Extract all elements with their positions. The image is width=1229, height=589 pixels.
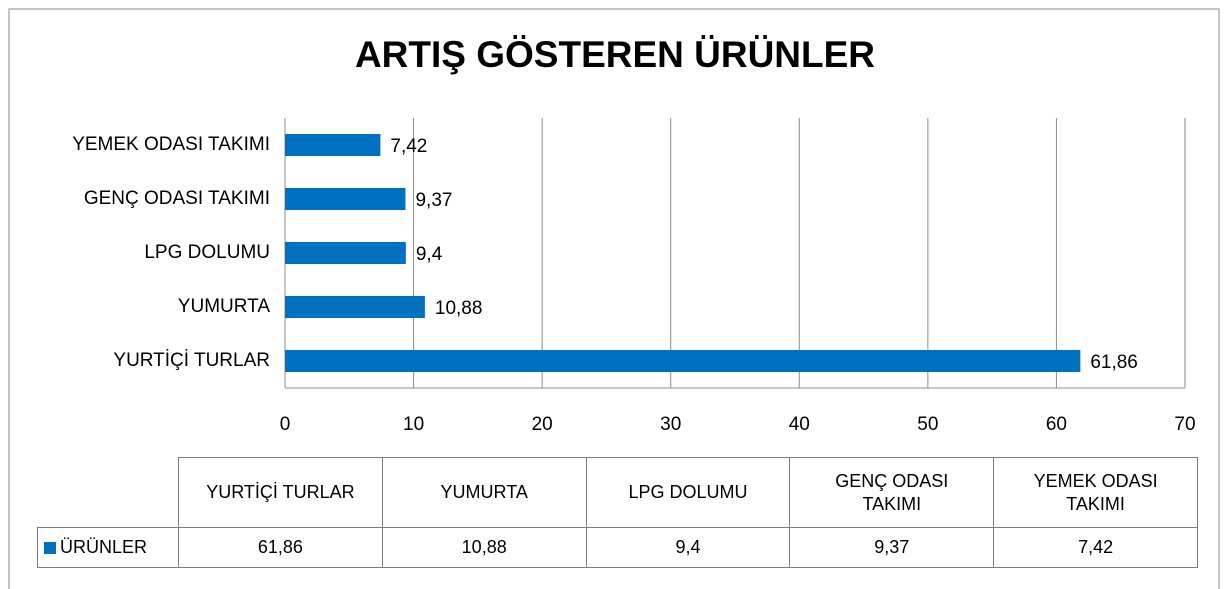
table-header: LPG DOLUMU — [585, 457, 791, 528]
table-value: 9,37 — [789, 527, 995, 568]
table-value: 10,88 — [381, 527, 587, 568]
table-header: YEMEK ODASI TAKIMI — [993, 457, 1198, 528]
data-label: 9,37 — [415, 190, 452, 211]
y-tick-label: YEMEK ODASI TAKIMI — [72, 134, 270, 155]
chart-border — [8, 8, 1220, 589]
legend-label: ÜRÜNLER — [60, 537, 148, 558]
table-header: YURTİÇİ TURLAR — [178, 457, 383, 528]
data-label: 10,88 — [435, 298, 483, 319]
chart-title: ARTIŞ GÖSTEREN ÜRÜNLER — [355, 34, 875, 75]
x-tick-label: 60 — [1046, 414, 1067, 435]
x-tick-label: 30 — [660, 414, 681, 435]
table-value: 9,4 — [585, 527, 791, 568]
data-label: 9,4 — [416, 244, 443, 265]
x-tick-label: 50 — [917, 414, 938, 435]
bar — [285, 188, 406, 210]
table-legend-cell: ÜRÜNLER — [37, 527, 179, 568]
bar — [285, 134, 381, 156]
y-tick-label: LPG DOLUMU — [144, 242, 270, 263]
x-tick-label: 10 — [403, 414, 424, 435]
x-tick-label: 70 — [1174, 414, 1195, 435]
y-tick-label: YUMURTA — [178, 296, 271, 317]
table-value: 7,42 — [993, 527, 1198, 568]
data-label: 61,86 — [1090, 352, 1138, 373]
data-label: 7,42 — [390, 136, 427, 157]
table-header: YUMURTA — [381, 457, 587, 528]
table-value: 61,86 — [178, 527, 383, 568]
table-header: GENÇ ODASI TAKIMI — [789, 457, 995, 528]
bar — [285, 350, 1081, 372]
y-tick-label: GENÇ ODASI TAKIMI — [84, 188, 270, 209]
legend-key — [44, 541, 56, 554]
x-tick-label: 0 — [280, 414, 291, 435]
bar — [285, 296, 425, 318]
x-tick-label: 20 — [532, 414, 553, 435]
bar — [285, 242, 406, 264]
y-tick-label: YURTİÇİ TURLAR — [113, 350, 270, 371]
x-tick-label: 40 — [789, 414, 810, 435]
